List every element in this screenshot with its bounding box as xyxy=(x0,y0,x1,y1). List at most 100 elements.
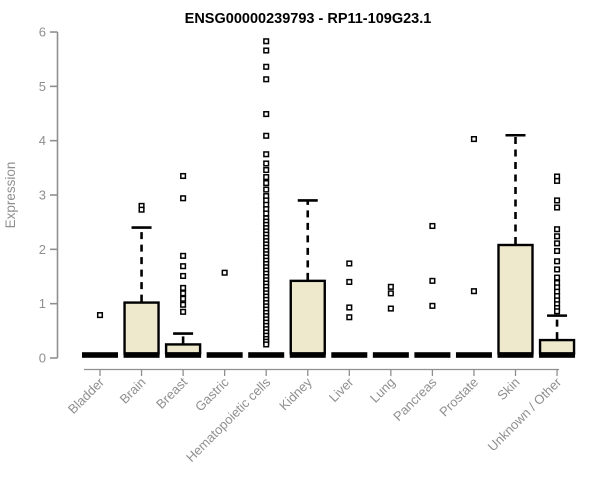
x-tick-label: Breast xyxy=(153,374,190,411)
x-tick-label: Lung xyxy=(367,375,398,406)
box xyxy=(497,243,534,355)
outlier-point xyxy=(554,204,561,211)
median-line xyxy=(497,352,534,358)
outlier-point xyxy=(180,252,187,259)
outlier-point xyxy=(180,172,187,180)
outlier-point xyxy=(180,301,187,308)
outlier-point xyxy=(387,290,394,297)
box xyxy=(164,343,202,355)
y-tick-label: 3 xyxy=(39,188,46,203)
x-tick-label: Gastric xyxy=(192,374,232,414)
median-line xyxy=(82,352,118,358)
boxplot-skin xyxy=(497,133,534,358)
x-tick-label: Brain xyxy=(117,375,149,407)
y-tick-label: 6 xyxy=(39,25,46,40)
median-line xyxy=(372,352,409,358)
outlier-point xyxy=(263,63,270,70)
outlier-point xyxy=(263,341,270,348)
x-tick-label: Bladder xyxy=(65,374,108,417)
outlier-point xyxy=(429,222,436,230)
boxplot-prostate xyxy=(455,136,492,358)
y-tick-label: 1 xyxy=(39,296,46,311)
outlier-point xyxy=(470,288,477,295)
outlier-point xyxy=(346,314,353,321)
outlier-point xyxy=(96,312,104,319)
outlier-point xyxy=(554,233,561,240)
outlier-point xyxy=(429,277,436,284)
y-tick-label: 0 xyxy=(39,351,46,366)
boxplot-hematopoietic-cells xyxy=(248,38,285,358)
outlier-point xyxy=(180,195,187,202)
outlier-point xyxy=(263,111,270,118)
outlier-point xyxy=(263,160,270,167)
boxplot-unknown-other xyxy=(538,173,576,358)
median-line xyxy=(123,352,160,358)
y-tick-label: 5 xyxy=(39,79,46,94)
median-line xyxy=(414,352,451,358)
outlier-point xyxy=(263,210,270,217)
outlier-point xyxy=(180,263,187,270)
outlier-point xyxy=(138,206,145,213)
outlier-point xyxy=(263,166,270,174)
outlier-point xyxy=(554,258,561,265)
outlier-point xyxy=(554,266,561,273)
outlier-point xyxy=(180,284,187,291)
median-line xyxy=(331,352,368,358)
outlier-point xyxy=(180,272,187,280)
box xyxy=(123,301,160,355)
x-tick-label: Skin xyxy=(494,375,522,403)
outlier-point xyxy=(470,136,477,143)
boxplot-pancreas xyxy=(414,222,451,358)
outlier-point xyxy=(180,290,187,297)
outlier-point xyxy=(554,226,561,233)
outlier-point xyxy=(221,269,228,276)
outlier-point xyxy=(263,174,270,181)
median-line xyxy=(539,352,576,358)
outlier-point xyxy=(387,283,394,290)
x-tick-label: Liver xyxy=(326,374,357,405)
median-line xyxy=(289,352,326,358)
box xyxy=(538,338,576,355)
boxplot-breast xyxy=(164,172,202,358)
outlier-point xyxy=(429,302,436,309)
outlier-point xyxy=(263,76,270,83)
outlier-point xyxy=(180,308,187,315)
x-tick-label: Kidney xyxy=(276,374,315,413)
y-tick-label: 2 xyxy=(39,242,46,257)
boxplot-brain xyxy=(123,202,160,358)
chart-title: ENSG00000239793 - RP11-109G23.1 xyxy=(185,11,432,27)
outlier-point xyxy=(263,47,270,54)
outlier-point xyxy=(554,274,561,281)
outlier-point xyxy=(263,38,270,45)
x-tick-label: Prostate xyxy=(436,375,481,420)
outlier-point xyxy=(180,295,187,302)
outlier-point xyxy=(346,260,353,267)
box xyxy=(289,279,326,355)
outlier-point xyxy=(554,240,561,247)
y-tick-label: 4 xyxy=(39,133,46,148)
median-line xyxy=(455,352,492,358)
outlier-point xyxy=(387,305,394,312)
plot-area xyxy=(82,38,576,358)
outlier-point xyxy=(263,151,270,158)
boxplot-lung xyxy=(372,283,409,358)
outlier-point xyxy=(263,132,270,139)
outlier-point xyxy=(263,180,270,187)
boxplot-liver xyxy=(331,260,368,358)
outlier-point xyxy=(554,197,561,204)
boxplot-gastric xyxy=(206,269,243,358)
median-line xyxy=(248,352,285,358)
median-line xyxy=(165,352,202,358)
y-axis-title: Expression xyxy=(3,162,18,229)
median-line xyxy=(206,352,243,358)
x-tick-label: Pancreas xyxy=(390,374,440,424)
boxplot-bladder xyxy=(82,312,118,358)
outlier-point xyxy=(554,177,561,184)
x-tick-label: Unknown / Other xyxy=(485,374,565,454)
outlier-point xyxy=(554,247,561,255)
outlier-point xyxy=(263,186,270,193)
boxplot-kidney xyxy=(289,199,326,358)
outlier-point xyxy=(346,304,353,311)
